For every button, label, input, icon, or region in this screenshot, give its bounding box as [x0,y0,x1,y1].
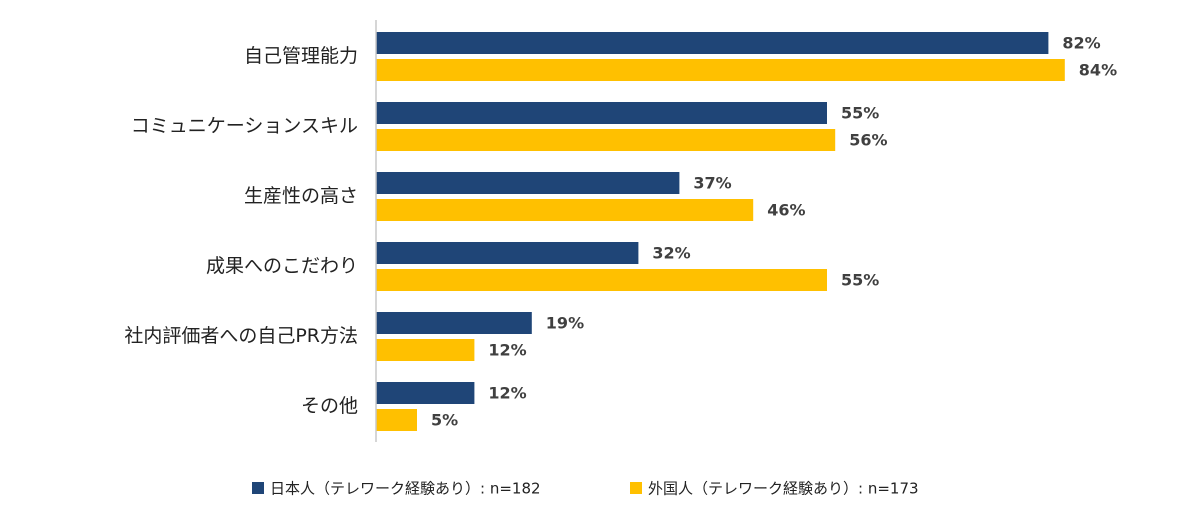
category-label: その他 [301,395,358,417]
bar [376,269,827,291]
category-label: 生産性の高さ [244,185,358,207]
bar [376,409,417,431]
data-label: 56% [849,131,887,150]
bar [376,242,639,264]
category-label: 社内評価者への自己PR方法 [124,325,358,347]
bar [376,199,754,221]
data-label: 46% [767,201,805,220]
data-label: 84% [1079,61,1117,80]
bars-layer [376,32,1065,431]
bar [376,172,680,194]
category-label: コミュニケーションスキル [131,115,358,137]
data-label: 55% [841,104,879,123]
data-label: 19% [546,314,584,333]
data-label: 12% [488,341,526,360]
legend-swatch [630,482,642,494]
legend-swatch [252,482,264,494]
data-label: 55% [841,271,879,290]
bar [376,32,1049,54]
data-label: 82% [1062,34,1100,53]
bar [376,59,1065,81]
data-label: 32% [652,244,690,263]
bar [376,312,532,334]
bar [376,102,827,124]
legend: 日本人（テレワーク経験あり）: n=182 外国人（テレワーク経験あり）: n=1… [252,480,919,498]
legend-label: 日本人（テレワーク経験あり）: n=182 [270,480,541,498]
data-label: 12% [488,384,526,403]
category-label: 自己管理能力 [244,45,358,67]
labels-layer: 自己管理能力 82% 84% コミュニケーションスキル 55% 56% 生産性の高さ 37% 4… [124,34,1117,430]
legend-label: 外国人（テレワーク経験あり）: n=173 [648,480,919,498]
bar [376,339,475,361]
data-label: 37% [693,174,731,193]
data-label: 5% [431,411,458,430]
bar [376,382,475,404]
category-label: 成果へのこだわり [206,255,358,277]
bar [376,129,836,151]
